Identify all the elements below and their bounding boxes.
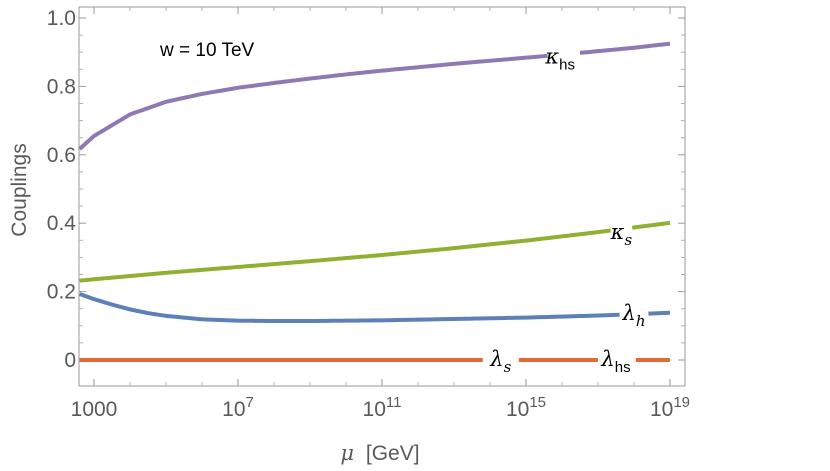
label-subscript: hs: [559, 56, 575, 73]
x-tick-base: 10: [650, 398, 673, 421]
label-symbol: κ: [544, 44, 559, 68]
x-tick-exponent: 19: [673, 394, 690, 411]
x-tick-label: 1019: [650, 394, 690, 421]
x-tick-base: 10: [363, 398, 386, 421]
x-tick-label: 1011: [363, 394, 402, 421]
data-curves: [78, 41, 671, 362]
x-tick-exponent: 11: [386, 394, 402, 411]
y-tick-label: 0.6: [47, 144, 76, 167]
label-kappa_s: κs: [610, 220, 633, 249]
label-symbol: λ: [489, 347, 503, 371]
y-tick-label: 1.0: [47, 7, 76, 30]
series-line-kappa_s: [631, 220, 671, 230]
label-lambda_hs: λhs: [600, 347, 630, 376]
series-line-kappa_s: [79, 228, 611, 283]
x-tick-exponent: 7: [246, 394, 254, 411]
x-tick-label: 1000: [71, 398, 118, 421]
series-line-lambda_h: [78, 292, 620, 324]
label-subscript: hs: [615, 359, 631, 376]
label-subscript: s: [504, 358, 512, 376]
x-axis-symbol: μ: [340, 441, 354, 465]
label-subscript: h: [636, 312, 646, 330]
label-symbol: λ: [600, 347, 614, 371]
x-axis-label: μ [GeV]: [340, 441, 419, 465]
y-tick-label: 0.4: [47, 212, 77, 235]
y-axis-label: Couplings: [8, 143, 31, 236]
label-lambda_h: λh: [622, 301, 646, 330]
x-tick-base: 10: [222, 398, 245, 421]
label-symbol: κ: [610, 220, 625, 244]
label-kappa_hs: κhs: [544, 44, 575, 73]
annotation-text: w = 10 TeV: [159, 40, 255, 61]
x-tick-base: 10: [506, 398, 529, 421]
plot-frame: [78, 6, 686, 387]
plot-border: [78, 6, 686, 387]
label-subscript: s: [624, 231, 632, 249]
x-tick-label: 1015: [506, 394, 546, 421]
y-tick-label: 0.2: [47, 281, 76, 304]
label-lambda_s: λs: [489, 347, 511, 376]
label-symbol: λ: [622, 301, 636, 325]
x-tick-exponent: 15: [529, 394, 546, 411]
series-line-kappa_hs: [78, 53, 548, 151]
series-line-lambda_h: [648, 310, 671, 316]
x-tick-label: 107: [222, 394, 254, 421]
y-tick-label: 0.8: [47, 75, 76, 98]
x-axis-unit: [GeV]: [366, 442, 420, 465]
y-tick-label: 0: [64, 349, 76, 372]
series-line-kappa_hs: [579, 41, 671, 55]
